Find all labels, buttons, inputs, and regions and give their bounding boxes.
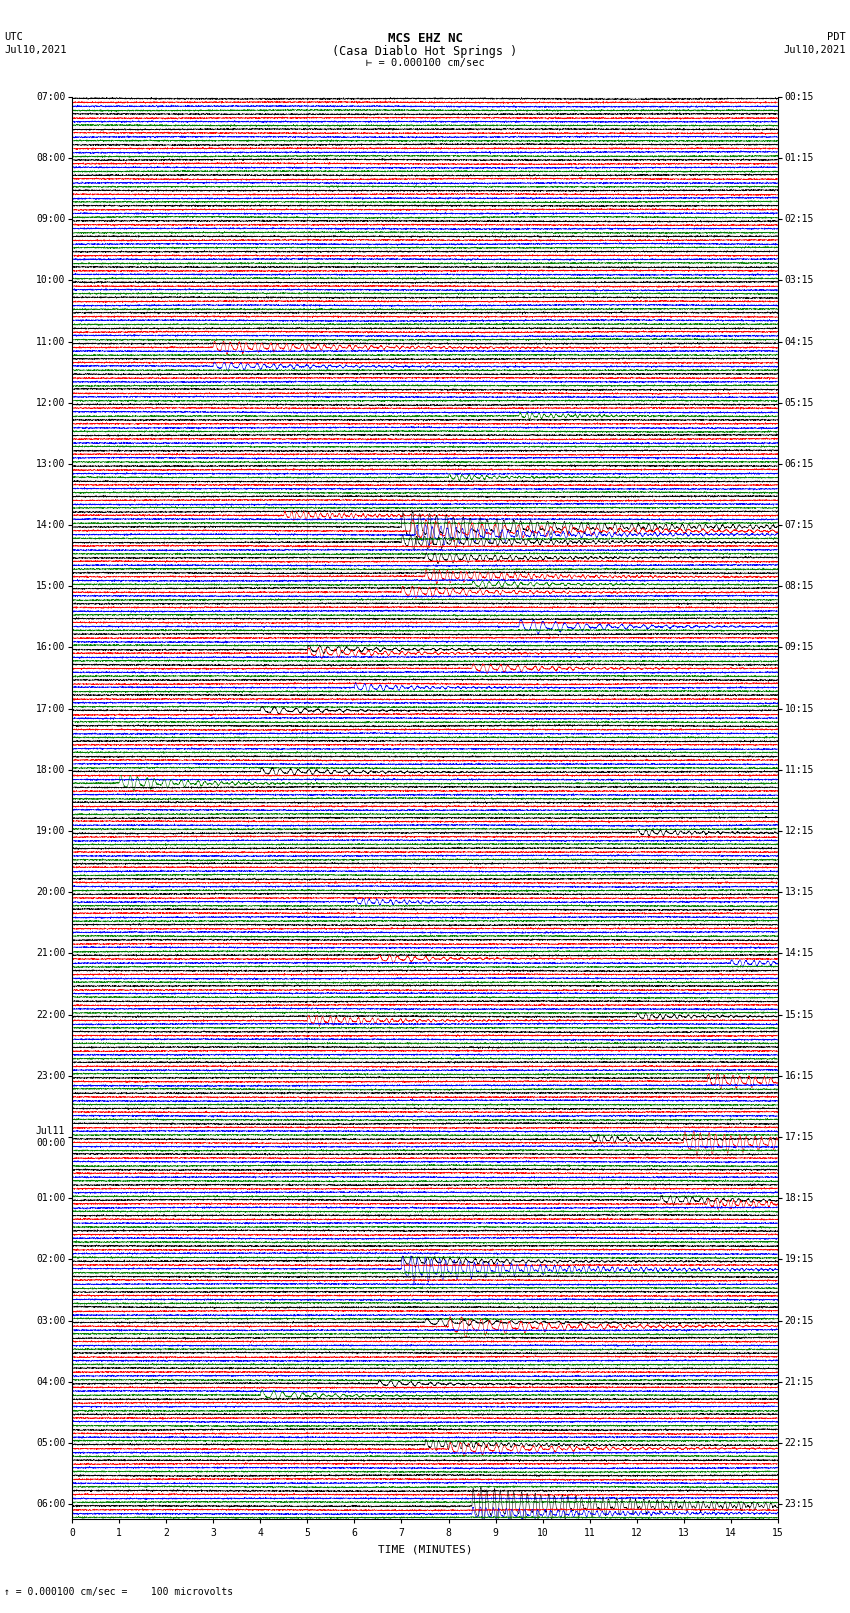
Text: UTC: UTC [4,32,23,42]
Text: MCS EHZ NC: MCS EHZ NC [388,32,462,45]
Text: Jul10,2021: Jul10,2021 [4,45,67,55]
Text: (Casa Diablo Hot Springs ): (Casa Diablo Hot Springs ) [332,45,518,58]
Text: Jul10,2021: Jul10,2021 [783,45,846,55]
Text: ⊢ = 0.000100 cm/sec: ⊢ = 0.000100 cm/sec [366,58,484,68]
Text: ↑ = 0.000100 cm/sec =    100 microvolts: ↑ = 0.000100 cm/sec = 100 microvolts [4,1587,234,1597]
X-axis label: TIME (MINUTES): TIME (MINUTES) [377,1544,473,1553]
Text: PDT: PDT [827,32,846,42]
